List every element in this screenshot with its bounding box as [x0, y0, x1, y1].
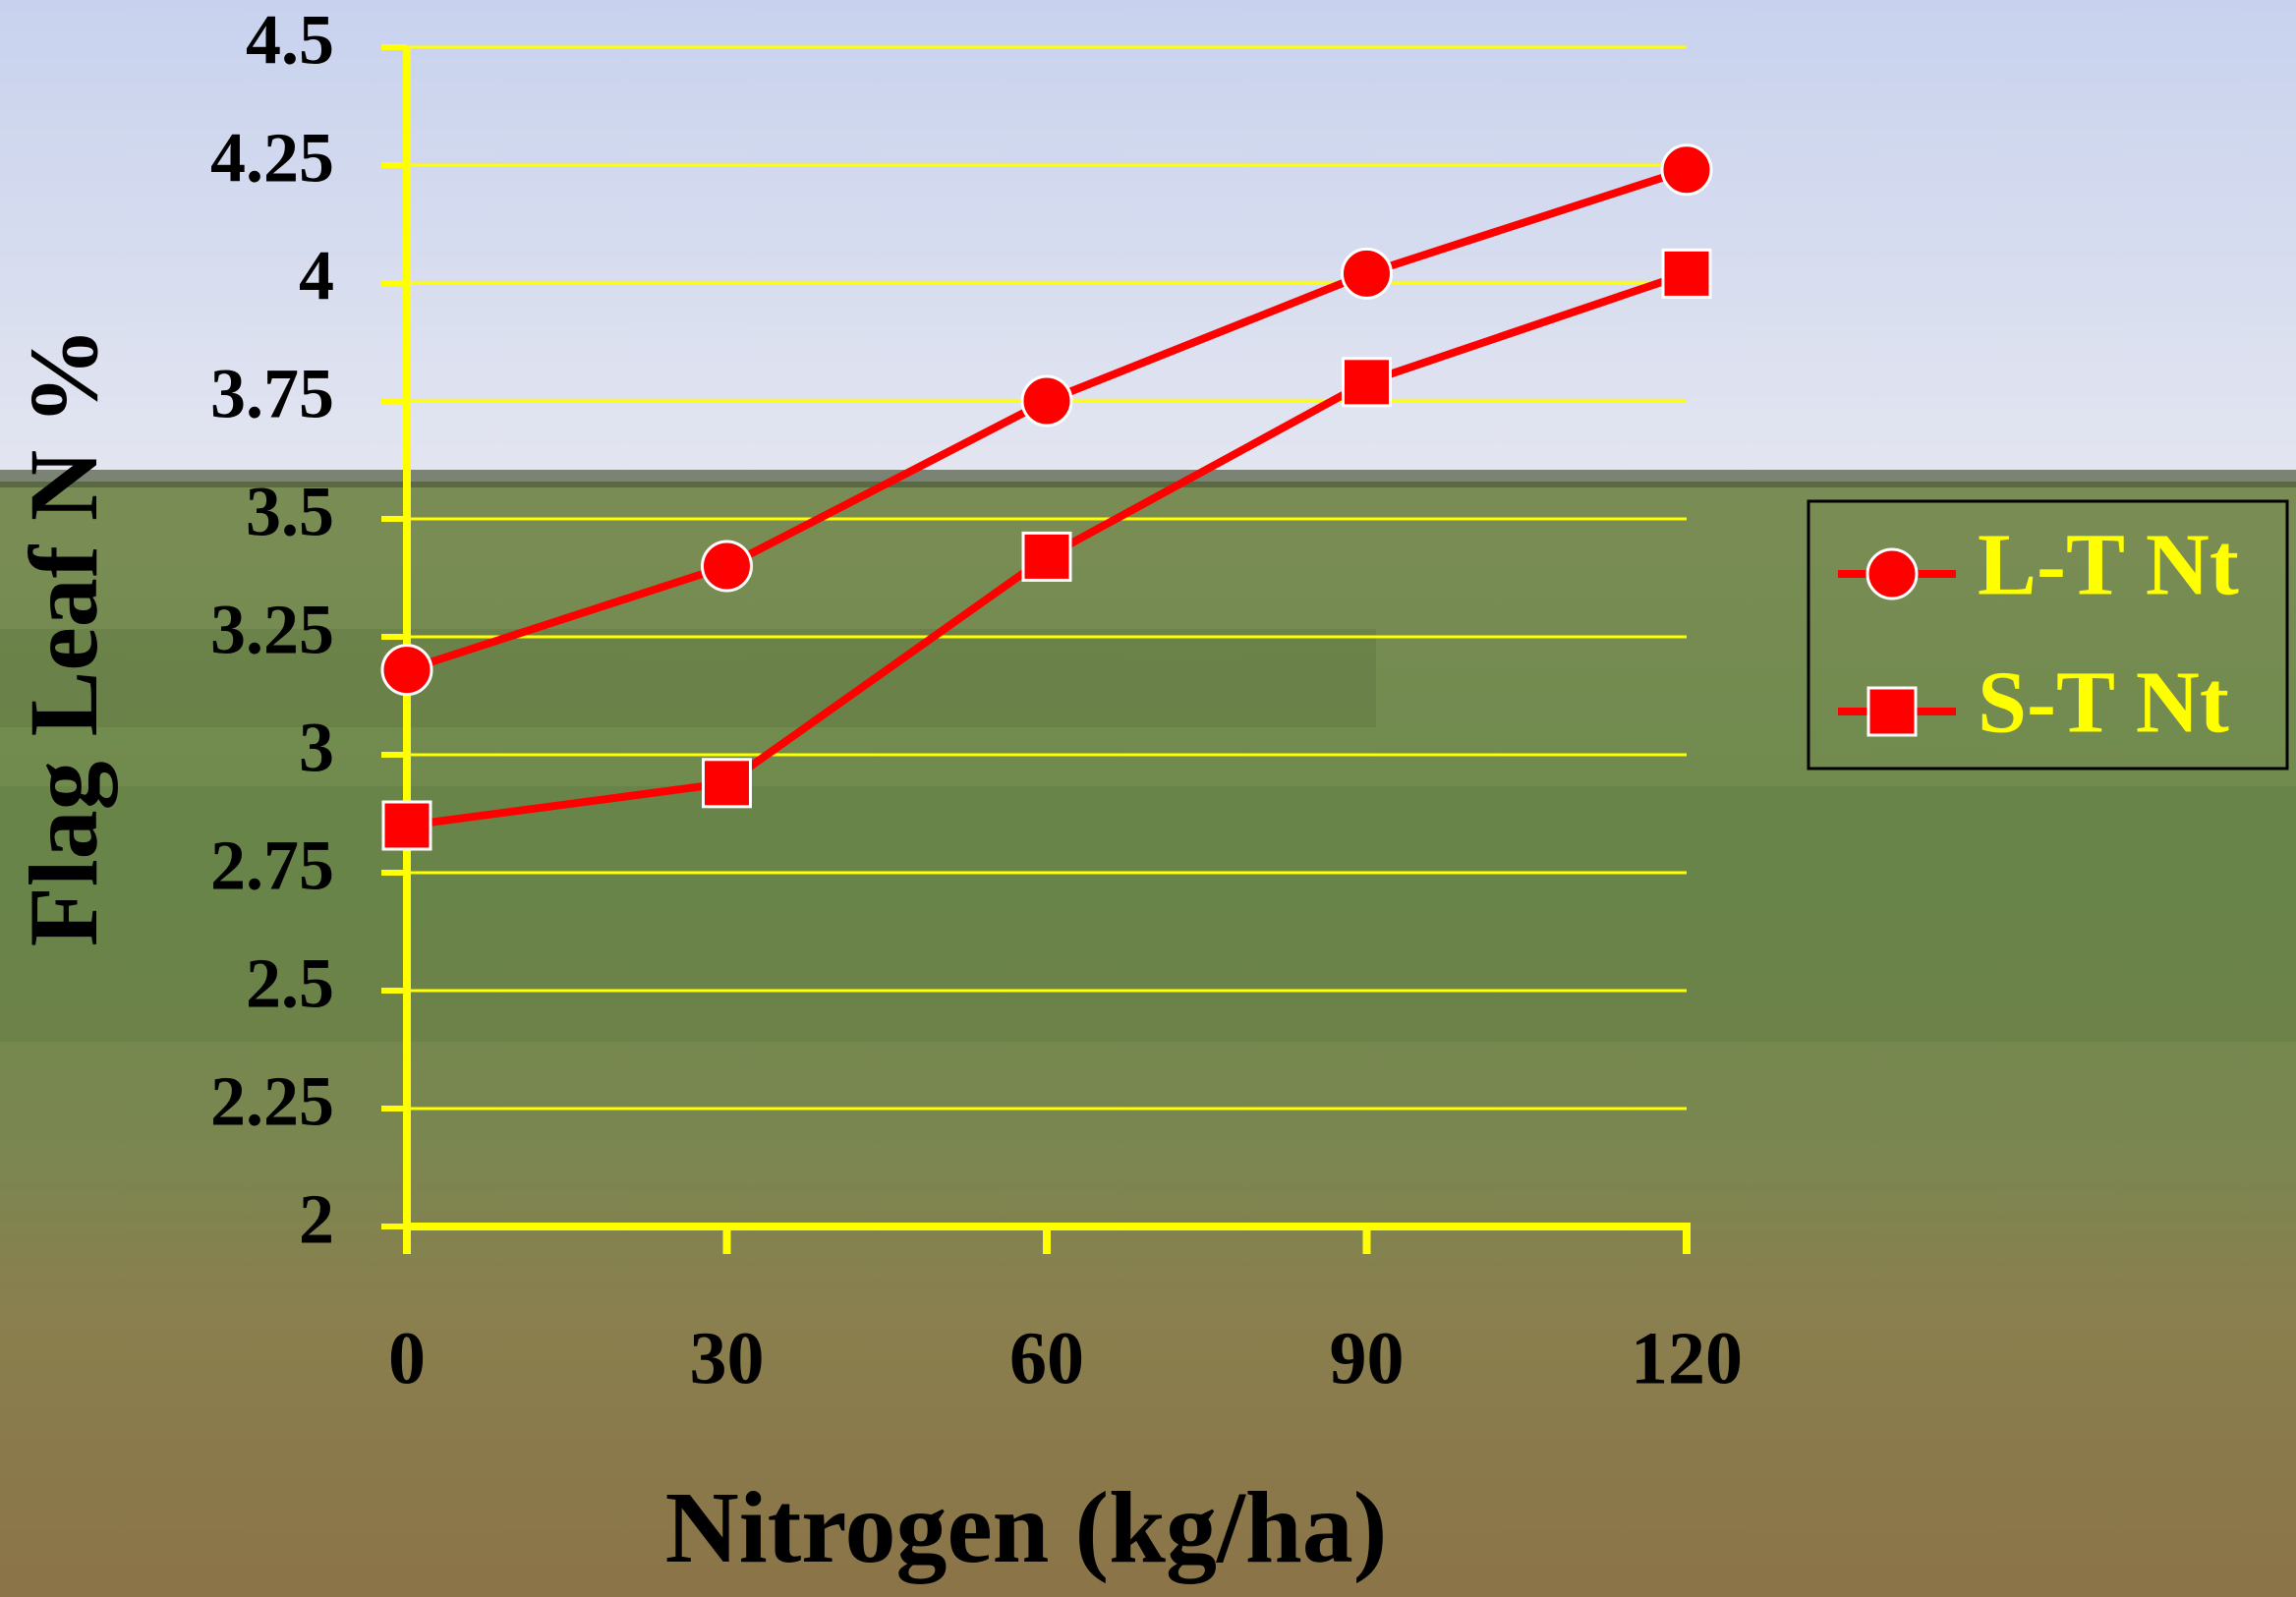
y-tick-label: 2.5	[246, 944, 334, 1023]
x-tick-label: 90	[1330, 1317, 1405, 1399]
x-axis-title: Nitrogen (kg/ha)	[665, 1471, 1388, 1584]
y-tick-label: 2.75	[210, 827, 334, 905]
data-point	[1344, 359, 1391, 406]
data-point	[382, 646, 431, 695]
y-tick-label: 3.5	[246, 473, 334, 551]
x-tick-label: 60	[1009, 1317, 1084, 1399]
sky-background	[0, 0, 2296, 491]
data-point	[1662, 145, 1711, 195]
y-tick-label: 4	[299, 237, 334, 315]
data-point	[703, 542, 752, 591]
y-tick-label: 2.25	[210, 1062, 334, 1141]
data-point	[1022, 376, 1071, 426]
x-tick-label: 0	[388, 1317, 426, 1399]
y-tick-label: 3.75	[210, 355, 334, 433]
y-tick-label: 3.25	[210, 591, 334, 669]
legend-label: L-T Nt	[1978, 517, 2239, 614]
legend-label: S-T Nt	[1978, 655, 2229, 752]
data-point	[1343, 249, 1392, 298]
legend-marker	[1867, 549, 1917, 599]
data-point	[1663, 250, 1710, 297]
data-point	[704, 760, 751, 807]
y-tick-label: 4.25	[210, 119, 334, 198]
x-tick-label: 120	[1631, 1317, 1743, 1399]
y-tick-label: 4.5	[246, 1, 334, 80]
y-tick-label: 2	[299, 1180, 334, 1259]
legend-marker	[1868, 688, 1916, 735]
data-point	[1023, 533, 1070, 580]
data-point	[383, 802, 430, 849]
x-tick-label: 30	[690, 1317, 765, 1399]
y-tick-label: 3	[299, 709, 334, 787]
chart: Nitrogen (kg/ha) Flag Leaf N % 2 2.25 2.5 2…	[0, 0, 2296, 1597]
crop-rows	[0, 786, 2296, 1042]
y-axis-title: Flag Leaf N %	[9, 327, 118, 946]
crop-rows	[0, 629, 1376, 727]
tree-line	[0, 470, 2296, 487]
